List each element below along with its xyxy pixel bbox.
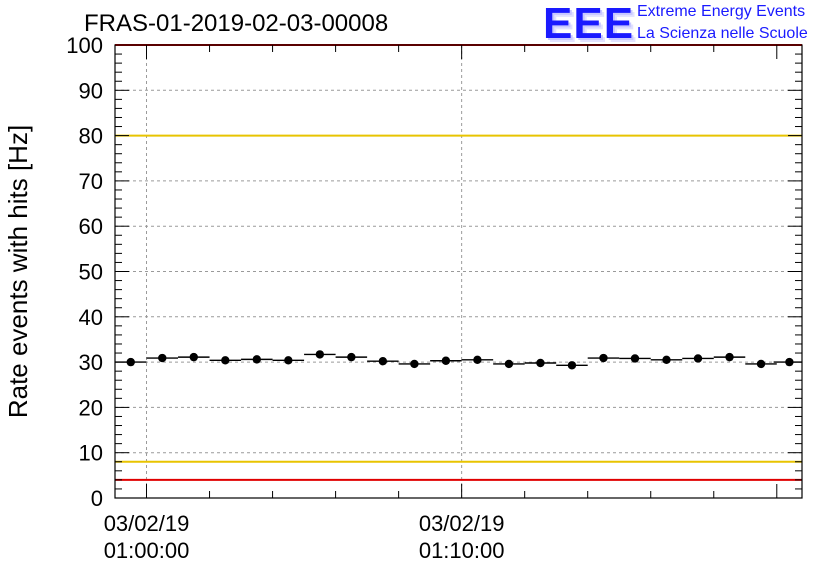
y-tick-label: 0	[91, 486, 103, 511]
data-point	[662, 355, 671, 365]
logo-caption-top: Extreme Energy Events	[637, 3, 806, 20]
data-point	[347, 352, 356, 362]
data-point	[725, 352, 734, 362]
y-tick-label: 50	[79, 260, 103, 285]
data-point	[378, 356, 388, 366]
data-point	[599, 353, 608, 363]
data-point	[126, 357, 135, 367]
run-title: FRAS-01-2019-02-03-00008	[84, 10, 389, 37]
data-point	[441, 356, 451, 365]
y-tick-label: 70	[79, 169, 103, 194]
y-tick-label: 40	[79, 305, 103, 330]
x-tick-label-time: 01:10:00	[419, 538, 505, 563]
x-tick-label-time: 01:00:00	[104, 538, 190, 563]
data-point	[158, 353, 167, 363]
y-tick-label: 10	[79, 441, 103, 466]
eee-logo: EEE	[543, 0, 635, 48]
y-tick-label: 90	[79, 78, 103, 103]
data-point	[567, 361, 577, 370]
data-point	[693, 354, 703, 363]
data-point	[315, 350, 325, 359]
logo-caption-bottom: La Scienza nelle Scuole	[637, 25, 808, 42]
y-axis-title: Rate events with hits [Hz]	[3, 125, 33, 418]
data-point	[189, 352, 198, 362]
x-tick-label-date: 03/02/19	[104, 511, 190, 536]
data-point	[536, 358, 545, 368]
data-point	[252, 355, 262, 364]
data-point	[284, 356, 293, 365]
data-point	[473, 355, 482, 365]
data-point	[785, 357, 794, 367]
data-point	[221, 356, 230, 365]
y-tick-label: 80	[79, 124, 103, 149]
x-tick-label-date: 03/02/19	[419, 511, 505, 536]
y-tick-label: 100	[66, 33, 103, 58]
data-point	[504, 359, 514, 369]
y-tick-label: 60	[79, 214, 103, 239]
data-point	[630, 354, 640, 363]
y-tick-label: 30	[79, 350, 103, 375]
data-point	[410, 359, 419, 369]
y-tick-label: 20	[79, 395, 103, 420]
data-point	[756, 359, 766, 369]
